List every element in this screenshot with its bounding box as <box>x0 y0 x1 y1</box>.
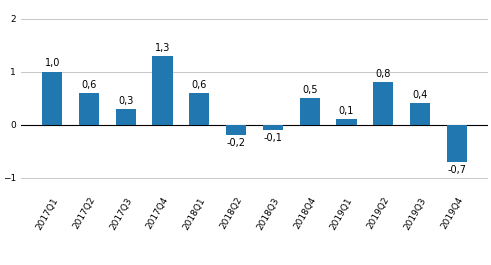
Text: -0,7: -0,7 <box>447 165 466 175</box>
Text: 0,4: 0,4 <box>412 90 428 100</box>
Bar <box>42 72 62 125</box>
Text: 0,1: 0,1 <box>339 106 354 116</box>
Text: 1,0: 1,0 <box>45 59 60 68</box>
Bar <box>410 103 430 125</box>
Text: -0,2: -0,2 <box>227 138 246 148</box>
Text: 1,3: 1,3 <box>155 43 170 52</box>
Text: 0,6: 0,6 <box>82 80 97 90</box>
Text: -0,1: -0,1 <box>264 133 282 143</box>
Bar <box>226 125 246 135</box>
Text: 0,5: 0,5 <box>302 85 318 95</box>
Bar <box>189 93 210 125</box>
Bar <box>153 56 173 125</box>
Text: 0,6: 0,6 <box>191 80 207 90</box>
Text: 0,8: 0,8 <box>376 69 391 79</box>
Bar <box>263 125 283 130</box>
Text: 0,3: 0,3 <box>118 95 134 105</box>
Bar <box>300 98 320 125</box>
Bar <box>79 93 99 125</box>
Bar <box>373 82 393 125</box>
Bar <box>116 109 136 125</box>
Bar <box>336 119 356 125</box>
Bar <box>447 125 467 162</box>
